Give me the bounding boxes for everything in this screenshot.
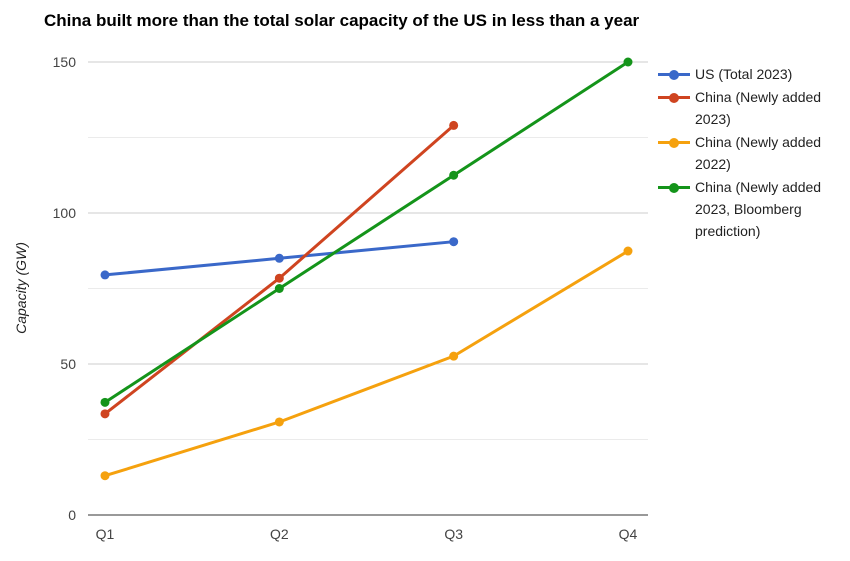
series-points <box>100 57 633 481</box>
data-point <box>449 351 459 361</box>
series-lines <box>103 60 630 478</box>
data-point <box>274 253 284 263</box>
y-tick-label: 0 <box>68 507 76 523</box>
legend-item: China (Newly added 2022) <box>656 131 850 175</box>
legend-item: China (Newly added 2023, Bloomberg predi… <box>656 176 850 242</box>
legend-label: China (Newly added 2023) <box>695 89 822 127</box>
y-axis-ticks: 0 50 100 150 <box>53 54 77 523</box>
data-point <box>449 120 459 130</box>
y-tick-label: 100 <box>53 205 77 221</box>
y-axis-label: Capacity (GW) <box>13 242 29 334</box>
data-point <box>449 237 459 247</box>
legend-label: US (Total 2023) <box>695 66 793 82</box>
series-line <box>103 60 630 404</box>
data-point <box>623 246 633 256</box>
data-point <box>100 471 110 481</box>
legend-label: China (Newly added 2023, Bloomberg predi… <box>695 179 822 239</box>
legend-swatch <box>658 182 690 193</box>
x-tick-label: Q1 <box>96 526 115 542</box>
data-point <box>100 270 110 280</box>
y-tick-label: 50 <box>60 356 76 372</box>
legend-swatch <box>658 92 690 103</box>
x-tick-label: Q4 <box>619 526 638 542</box>
data-point <box>100 397 110 407</box>
legend-item: US (Total 2023) <box>656 63 850 85</box>
data-point <box>274 284 284 293</box>
legend-swatch <box>658 137 690 148</box>
legend: US (Total 2023) China (Newly added 2023) C… <box>656 63 850 243</box>
legend-item: China (Newly added 2023) <box>656 86 850 130</box>
data-point <box>100 409 110 419</box>
legend-swatch <box>658 69 690 80</box>
gridlines <box>88 61 648 516</box>
series-line <box>103 249 630 478</box>
y-tick-label: 150 <box>53 54 77 70</box>
x-axis-ticks: Q1 Q2 Q3 Q4 <box>96 526 638 542</box>
data-point <box>274 273 284 283</box>
legend-label: China (Newly added 2022) <box>695 134 822 172</box>
data-point <box>274 417 284 427</box>
data-point <box>623 57 633 67</box>
data-point <box>449 170 459 180</box>
x-tick-label: Q2 <box>270 526 289 542</box>
x-tick-label: Q3 <box>444 526 463 542</box>
chart-title: China built more than the total solar ca… <box>44 11 640 30</box>
